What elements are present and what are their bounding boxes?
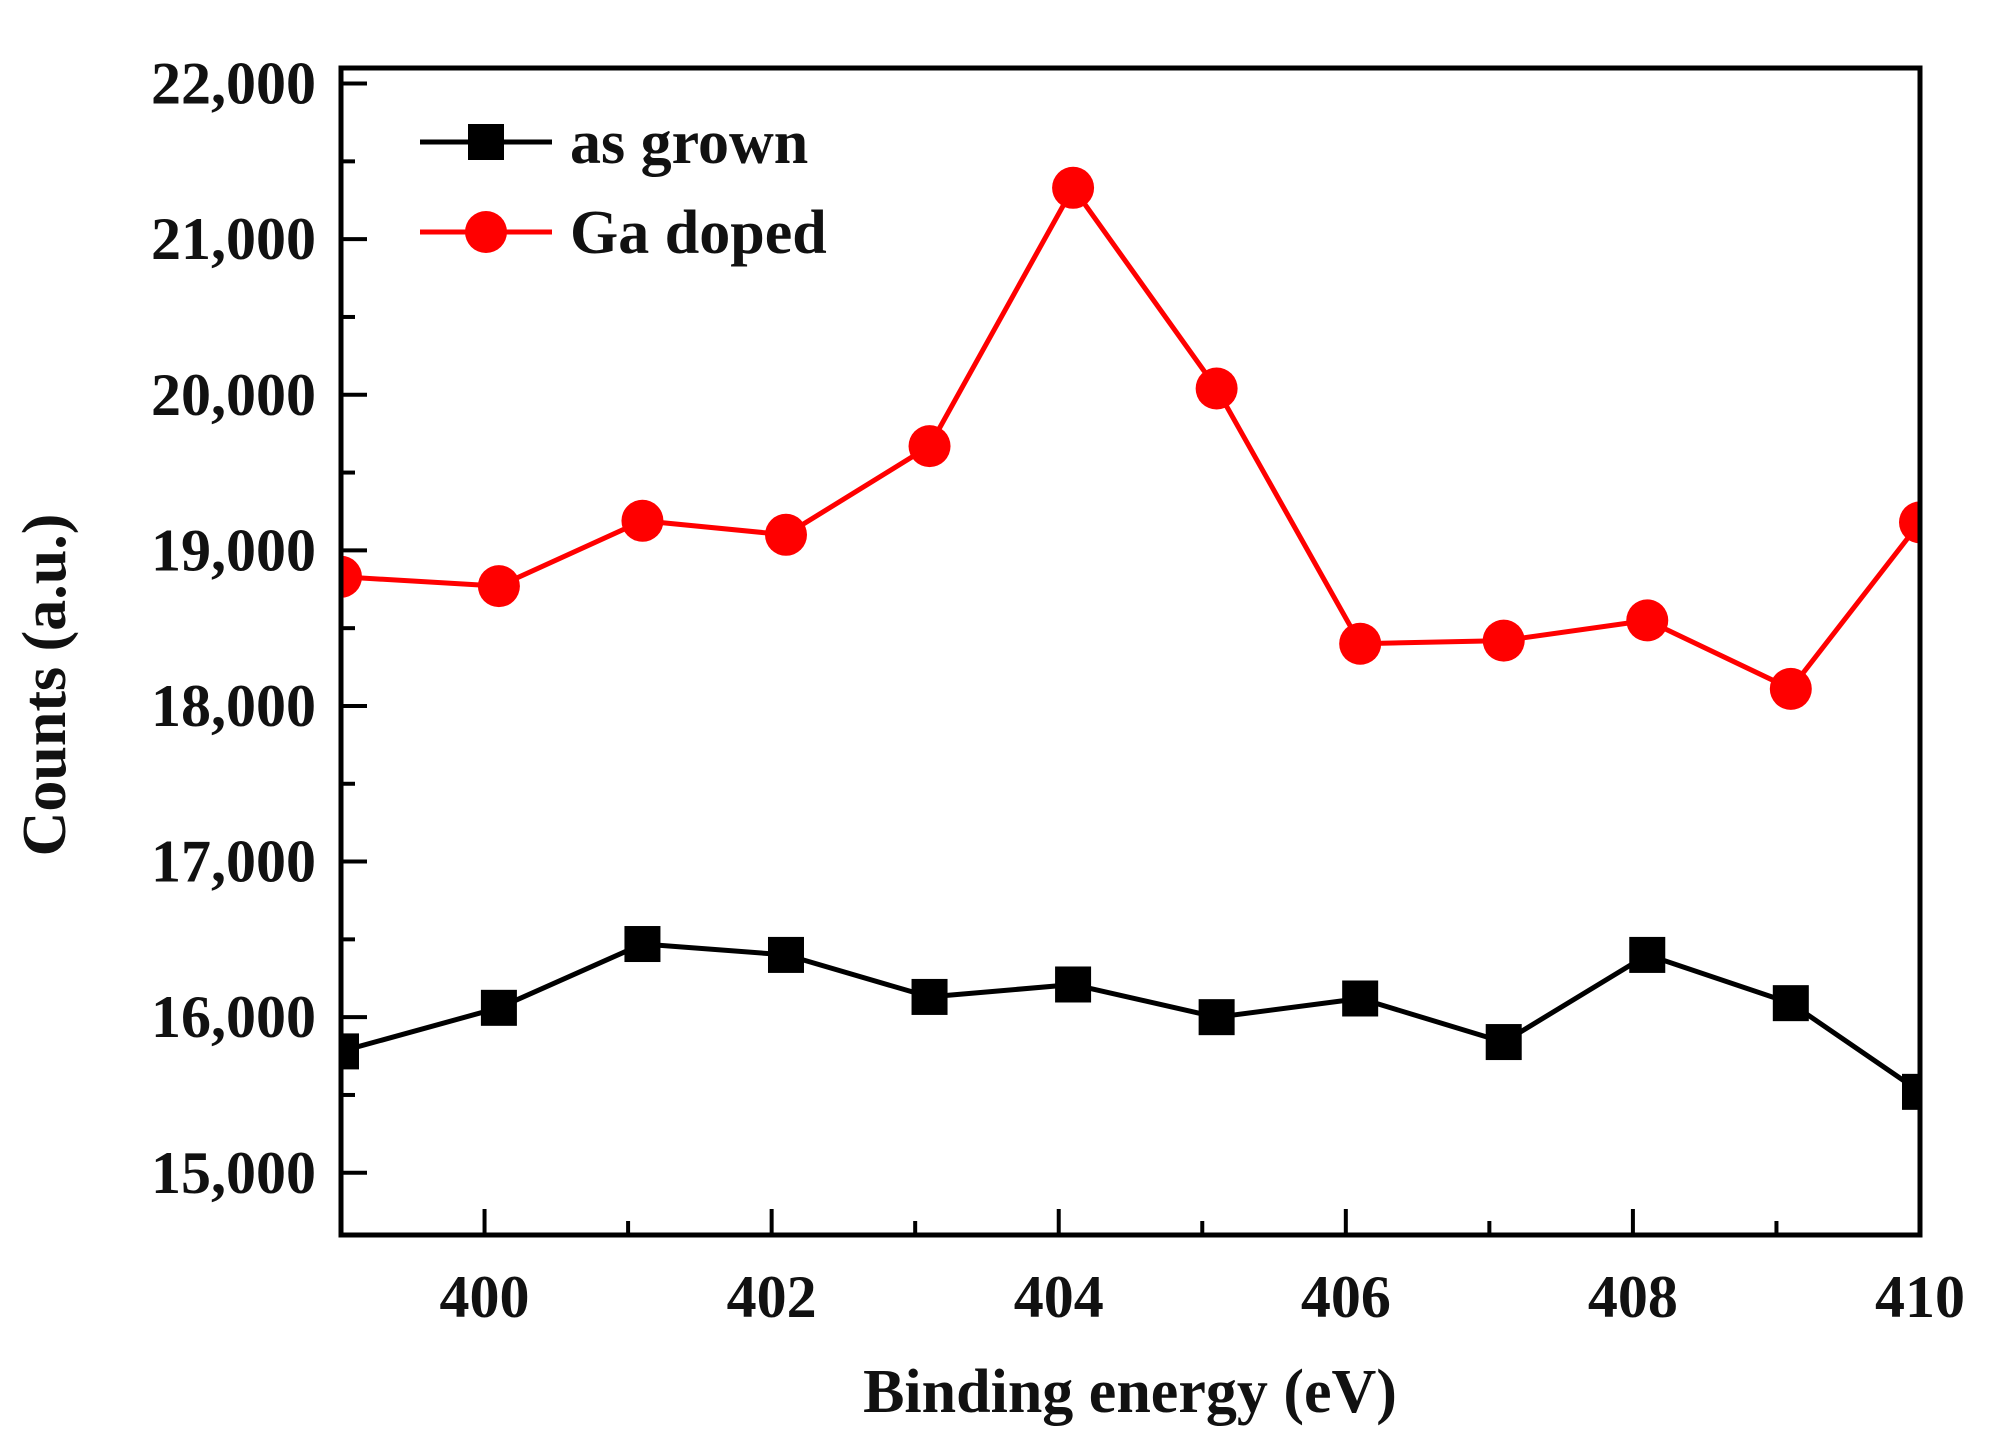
series-line-as-grown xyxy=(341,941,1920,1094)
x-tick-label: 400 xyxy=(440,1264,530,1330)
data-point-as-grown xyxy=(341,1033,359,1070)
data-point-as-grown xyxy=(1055,966,1092,1003)
legend-label-ga-doped: Ga doped xyxy=(570,199,827,267)
y-axis-title: Counts (a.u.) xyxy=(11,514,79,857)
data-point-ga-doped xyxy=(477,565,520,608)
data-point-as-grown xyxy=(1772,985,1809,1022)
data-point-ga-doped xyxy=(764,513,807,556)
data-point-as-grown xyxy=(624,926,661,963)
y-ticks: 15,000 16,000 17,000 18,000 19,000 20,000 21,0… xyxy=(151,51,367,1206)
y-tick-label: 20,000 xyxy=(151,362,316,428)
data-point-ga-doped xyxy=(621,499,664,542)
y-tick-label: 22,000 xyxy=(151,51,316,117)
x-tick-label: 408 xyxy=(1588,1264,1678,1330)
x-ticks: 400 402 404 406 408 410 xyxy=(440,1209,1965,1330)
y-tick-label: 17,000 xyxy=(151,829,316,895)
x-axis-title: Binding energy (eV) xyxy=(863,1358,1397,1426)
plot-frame xyxy=(338,65,1923,1238)
data-point-as-grown xyxy=(1342,980,1379,1017)
data-point-ga-doped xyxy=(1769,667,1812,710)
data-point-as-grown xyxy=(480,989,517,1026)
data-point-ga-doped xyxy=(1339,622,1382,665)
y-tick-label: 15,000 xyxy=(151,1140,316,1206)
data-point-as-grown xyxy=(767,936,804,973)
y-tick-label: 21,000 xyxy=(151,206,316,272)
y-tick-label: 19,000 xyxy=(151,517,316,583)
data-point-ga-doped xyxy=(1626,599,1669,642)
x-tick-label: 410 xyxy=(1875,1264,1965,1330)
data-point-as-grown xyxy=(1902,1073,1920,1110)
series-layer xyxy=(341,166,1920,1110)
data-point-ga-doped xyxy=(1899,501,1920,544)
data-point-as-grown xyxy=(1485,1024,1522,1061)
x-tick-label: 406 xyxy=(1301,1264,1391,1330)
data-point-as-grown xyxy=(911,978,948,1015)
legend: as grown Ga doped xyxy=(420,109,827,267)
data-point-ga-doped xyxy=(908,425,951,468)
x-tick-label: 404 xyxy=(1014,1264,1104,1330)
data-point-as-grown xyxy=(1198,999,1235,1036)
data-point-ga-doped xyxy=(1195,367,1238,410)
legend-label-as-grown: as grown xyxy=(570,109,808,177)
legend-marker-ga-doped xyxy=(465,211,507,253)
data-point-as-grown xyxy=(1629,936,1666,973)
data-point-ga-doped xyxy=(1052,166,1095,209)
y-tick-label: 16,000 xyxy=(151,984,316,1050)
x-tick-label: 402 xyxy=(727,1264,817,1330)
y-tick-label: 18,000 xyxy=(151,673,316,739)
series-line-ga-doped xyxy=(341,185,1920,692)
legend-marker-as-grown xyxy=(468,124,504,160)
data-point-ga-doped xyxy=(1482,619,1525,662)
data-point-ga-doped xyxy=(341,555,362,598)
